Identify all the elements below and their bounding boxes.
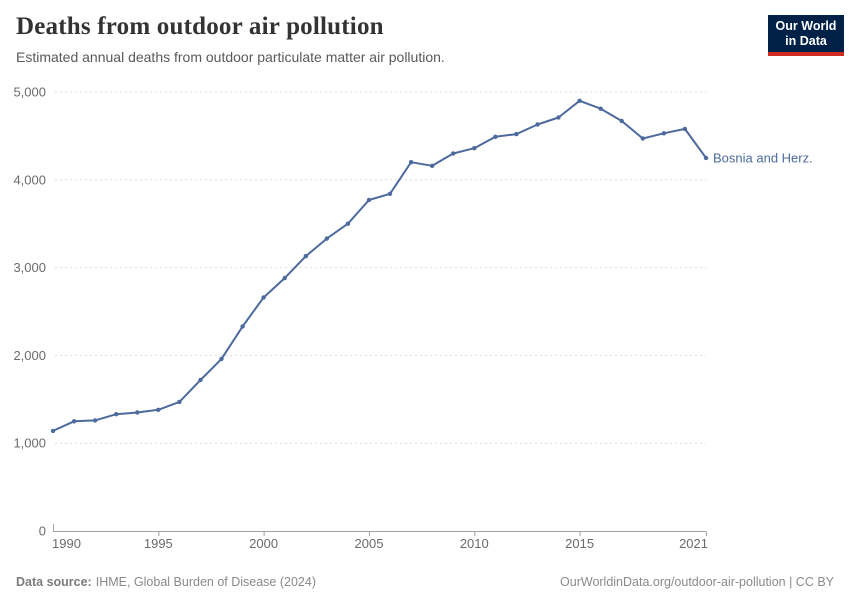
data-point-marker[interactable] bbox=[177, 399, 182, 405]
data-point-marker[interactable] bbox=[240, 324, 245, 329]
owid-logo-line1: Our World bbox=[775, 19, 837, 33]
data-point-marker[interactable] bbox=[156, 407, 161, 412]
data-point-marker[interactable] bbox=[71, 419, 77, 424]
data-point-marker[interactable] bbox=[451, 151, 456, 156]
data-point-marker[interactable] bbox=[345, 221, 351, 226]
data-point-marker[interactable] bbox=[619, 118, 624, 124]
x-axis-tick-label: 2010 bbox=[460, 536, 489, 551]
chart-footer: Data source: IHME, Global Burden of Disea… bbox=[16, 575, 834, 589]
data-source-label: Data source: bbox=[16, 575, 92, 589]
x-axis-tick-label: 2000 bbox=[249, 536, 278, 551]
data-point-marker[interactable] bbox=[219, 356, 224, 362]
data-point-marker[interactable] bbox=[198, 377, 203, 383]
data-point-marker[interactable] bbox=[493, 134, 498, 139]
data-point-marker[interactable] bbox=[92, 418, 98, 423]
x-axis-tick-label: 1995 bbox=[144, 536, 173, 551]
data-point-marker[interactable] bbox=[556, 115, 561, 120]
data-point-marker[interactable] bbox=[598, 106, 603, 111]
y-axis-tick-label: 2,000 bbox=[13, 348, 46, 363]
series-bosnia-and-herz-[interactable]: Bosnia and Herz. bbox=[50, 98, 813, 434]
owid-logo-line2: in Data bbox=[785, 34, 827, 48]
data-point-marker[interactable] bbox=[303, 254, 308, 259]
series-line[interactable] bbox=[52, 99, 707, 432]
y-axis-tick-label: 5,000 bbox=[13, 85, 46, 100]
chart-subtitle: Estimated annual deaths from outdoor par… bbox=[16, 48, 445, 65]
data-point-marker[interactable] bbox=[114, 412, 119, 417]
data-point-marker[interactable] bbox=[514, 131, 519, 137]
page-title: Deaths from outdoor air pollution bbox=[16, 13, 384, 40]
series-end-label: Bosnia and Herz. bbox=[713, 150, 813, 165]
data-point-marker[interactable] bbox=[50, 428, 56, 434]
x-axis-tick-label: 2005 bbox=[355, 536, 384, 551]
x-axis-tick-label: 2021 bbox=[679, 536, 708, 551]
y-axis-tick-label: 1,000 bbox=[13, 436, 46, 451]
data-point-marker[interactable] bbox=[661, 131, 667, 136]
data-point-marker[interactable] bbox=[408, 160, 414, 165]
data-point-marker[interactable] bbox=[577, 98, 582, 104]
data-point-marker[interactable] bbox=[703, 155, 709, 161]
y-axis-tick-label: 3,000 bbox=[13, 260, 46, 275]
y-axis-tick-label: 0 bbox=[39, 524, 46, 539]
data-point-marker[interactable] bbox=[387, 191, 393, 196]
data-point-marker[interactable] bbox=[261, 295, 266, 300]
owid-logo[interactable]: Our World in Data bbox=[768, 15, 844, 56]
data-point-marker[interactable] bbox=[282, 275, 287, 281]
data-point-marker[interactable] bbox=[135, 410, 140, 415]
data-point-marker[interactable] bbox=[430, 163, 435, 168]
footer-link[interactable]: OurWorldinData.org/outdoor-air-pollution… bbox=[560, 575, 834, 589]
x-axis-tick-label: 1990 bbox=[52, 536, 81, 551]
data-source-text: IHME, Global Burden of Disease (2024) bbox=[95, 575, 316, 589]
data-source: Data source: IHME, Global Burden of Disea… bbox=[16, 575, 316, 589]
x-axis-tick-label: 2015 bbox=[565, 536, 594, 551]
y-axis-tick-label: 4,000 bbox=[13, 172, 46, 187]
data-point-marker[interactable] bbox=[324, 236, 329, 241]
data-point-marker[interactable] bbox=[366, 197, 372, 203]
data-point-marker[interactable] bbox=[682, 126, 688, 132]
chart-header: Deaths from outdoor air pollution Estima… bbox=[16, 13, 445, 66]
data-point-marker[interactable] bbox=[472, 146, 477, 151]
data-point-marker[interactable] bbox=[535, 122, 540, 127]
data-point-marker[interactable] bbox=[640, 136, 645, 141]
